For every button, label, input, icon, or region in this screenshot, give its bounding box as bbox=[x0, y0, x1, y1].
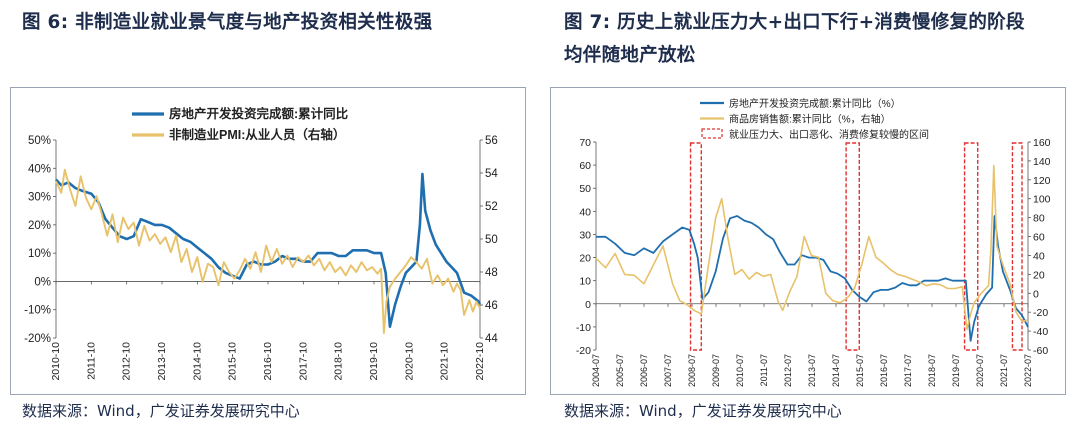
figure-7-title-text: 历史上就业压力大+出口下行+消费慢修复的阶段 bbox=[617, 12, 1025, 33]
right-y-tick-label: 48 bbox=[485, 267, 498, 279]
figure-6-panel: 图 6: 非制造业就业景气度与地产投资相关性极强 -20% -10% 0% 10% 20… bbox=[10, 7, 526, 420]
series-line-right-axis bbox=[55, 168, 481, 335]
x-tick-label: 2015-07 bbox=[855, 354, 865, 387]
figure-7-panel: 图 7: 历史上就业压力大+出口下行+消费慢修复的阶段 均伴随地产放松 -20-… bbox=[542, 0, 1080, 436]
figure-7-title-line2: 均伴随地产放松 bbox=[564, 45, 696, 66]
x-tick-label: 2015-10 bbox=[227, 342, 239, 381]
left-y-tick-label: 50% bbox=[28, 135, 51, 147]
x-tick-label: 2018-07 bbox=[927, 354, 937, 387]
x-tick-label: 2013-07 bbox=[807, 354, 817, 387]
x-tick-label: 2013-10 bbox=[156, 342, 168, 381]
x-tick-label: 2017-10 bbox=[297, 342, 309, 381]
figure-7-number: 图 7 bbox=[564, 12, 603, 33]
x-tick-label: 2017-07 bbox=[903, 354, 913, 387]
figure-7-chart: -20 -10 0 10 20 30 40 50 60 70 -60 -40 -20 0 20 40 60 80 1… bbox=[576, 97, 1051, 387]
legend-entry-label: 就业压力大、出口恶化、消费修复较慢的区间 bbox=[729, 128, 929, 141]
left-y-tick-label: 40 bbox=[579, 206, 591, 218]
left-y-tick-label: 40% bbox=[28, 163, 51, 175]
series-line-right-axis bbox=[595, 164, 1029, 330]
x-tick-label: 2020-10 bbox=[403, 342, 415, 381]
x-tick-label: 2006-07 bbox=[639, 354, 649, 387]
legend-entry-label: 商品房销售额:累计同比（%，右轴） bbox=[729, 113, 891, 126]
legend-swatch-dashed-box bbox=[701, 128, 723, 139]
policy-easing-period-box bbox=[963, 142, 979, 351]
x-tick-label: 2012-10 bbox=[121, 342, 133, 381]
x-tick-label: 2010-10 bbox=[50, 342, 62, 381]
figure-6-chart: -20% -10% 0% 10% 20% 30% 40% 50% 44 46 48 50 52 54 56 2… bbox=[24, 106, 498, 381]
legend-entry-label: 非制造业PMI:从业人员（右轴） bbox=[169, 127, 345, 142]
legend-entry-label: 房地产开发投资完成额:累计同比（%） bbox=[729, 97, 901, 110]
right-y-tick-label: 80 bbox=[1033, 213, 1045, 225]
right-y-tick-label: 100 bbox=[1033, 194, 1051, 206]
figure-7-source: 数据来源：Wind，广发证券发展研究中心 bbox=[564, 402, 842, 420]
right-y-tick-label: 160 bbox=[1033, 137, 1051, 149]
policy-easing-period-box bbox=[689, 142, 703, 351]
left-y-tick-label: 0 bbox=[585, 299, 591, 311]
x-tick-label: 2010-07 bbox=[735, 354, 745, 387]
right-y-tick-label: 120 bbox=[1033, 175, 1051, 187]
x-tick-label: 2004-07 bbox=[591, 354, 601, 387]
x-tick-label: 2011-07 bbox=[759, 354, 769, 386]
x-tick-label: 2009-07 bbox=[711, 354, 721, 387]
right-y-tick-label: 20 bbox=[1033, 269, 1045, 281]
x-tick-label: 2005-07 bbox=[615, 354, 625, 387]
legend-entry-label: 房地产开发投资完成额:累计同比 bbox=[169, 106, 349, 121]
right-y-tick-label: -60 bbox=[1033, 345, 1048, 357]
figure-7-colon: : bbox=[602, 12, 611, 33]
x-tick-label: 2016-07 bbox=[879, 354, 889, 387]
left-y-tick-label: 0% bbox=[34, 276, 51, 288]
series-line-left-axis bbox=[596, 215, 1029, 342]
x-tick-label: 2014-07 bbox=[831, 354, 841, 387]
right-y-tick-label: 50 bbox=[485, 234, 498, 246]
x-tick-label: 2018-10 bbox=[333, 342, 345, 381]
x-tick-label: 2007-07 bbox=[663, 354, 673, 387]
left-y-tick-label: 10% bbox=[28, 248, 51, 260]
right-y-tick-label: 40 bbox=[1033, 250, 1045, 262]
figure-6-chart-frame bbox=[10, 87, 526, 395]
right-y-tick-label: 60 bbox=[1033, 232, 1045, 244]
x-tick-label: 2019-07 bbox=[951, 354, 961, 387]
left-y-tick-label: 10 bbox=[579, 276, 591, 288]
x-tick-label: 2021-07 bbox=[999, 354, 1009, 387]
left-y-tick-label: 70 bbox=[579, 137, 591, 149]
left-y-tick-label: 30 bbox=[579, 229, 591, 241]
left-y-tick-label: -10 bbox=[576, 322, 591, 334]
left-y-tick-label: 20 bbox=[579, 253, 591, 265]
left-y-tick-label: 30% bbox=[28, 192, 51, 204]
policy-easing-period-box bbox=[845, 142, 860, 351]
x-tick-label: 2011-10 bbox=[85, 342, 97, 380]
right-y-tick-label: -20 bbox=[1033, 307, 1048, 319]
figure-6-source: 数据来源：Wind，广发证券发展研究中心 bbox=[22, 402, 300, 420]
figure-6-title-text: 非制造业就业景气度与地产投资相关性极强 bbox=[75, 12, 433, 33]
x-tick-label: 2022-10 bbox=[474, 342, 486, 381]
x-tick-label: 2012-07 bbox=[783, 354, 793, 387]
left-y-tick-label: -20% bbox=[24, 333, 51, 345]
x-tick-label: 2019-10 bbox=[368, 342, 380, 381]
figure-7-title-line1: 图 7: 历史上就业压力大+出口下行+消费慢修复的阶段 bbox=[564, 7, 1025, 38]
figure-7-chart-frame bbox=[550, 87, 1066, 395]
right-y-tick-label: 44 bbox=[485, 333, 498, 345]
right-y-tick-label: 0 bbox=[1033, 288, 1039, 300]
right-y-tick-label: 46 bbox=[485, 300, 498, 312]
figure-6-title: 图 6: 非制造业就业景气度与地产投资相关性极强 bbox=[22, 7, 432, 38]
right-y-tick-label: 140 bbox=[1033, 156, 1051, 168]
x-tick-label: 2022-07 bbox=[1023, 354, 1033, 387]
right-y-tick-label: 56 bbox=[485, 135, 498, 147]
right-y-tick-label: -40 bbox=[1033, 326, 1048, 338]
x-tick-label: 2021-10 bbox=[439, 342, 451, 381]
x-tick-label: 2008-07 bbox=[687, 354, 697, 387]
right-y-tick-label: 52 bbox=[485, 201, 498, 213]
x-tick-label: 2016-10 bbox=[262, 342, 274, 381]
figure-6-number: 图 6 bbox=[22, 12, 61, 33]
left-y-tick-label: 20% bbox=[28, 220, 51, 232]
left-y-tick-label: -10% bbox=[24, 305, 51, 317]
left-y-tick-label: -20 bbox=[576, 345, 591, 357]
x-tick-label: 2020-07 bbox=[975, 354, 985, 387]
left-y-tick-label: 60 bbox=[579, 160, 591, 172]
figure-6-colon: : bbox=[60, 12, 69, 33]
x-tick-label: 2014-10 bbox=[191, 342, 203, 381]
right-y-tick-label: 54 bbox=[485, 168, 498, 180]
left-y-tick-label: 50 bbox=[579, 183, 591, 195]
